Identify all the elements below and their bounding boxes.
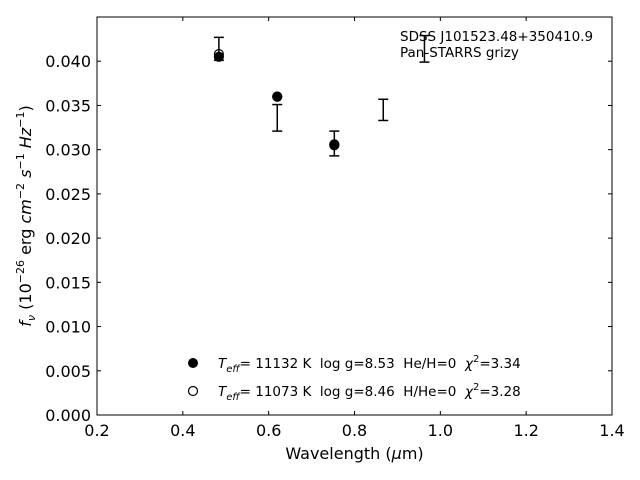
- x-tick-label: 1.2: [513, 421, 538, 440]
- point-h-he-model: [329, 139, 340, 150]
- point-he-h-model: [213, 51, 224, 62]
- y-tick-label: 0.020: [45, 229, 91, 248]
- point-h-he-model: [272, 91, 283, 102]
- model-points: [213, 49, 340, 151]
- y-axis-title: fν (10−26 erg cm−2 s−1 Hz−1): [14, 105, 38, 326]
- legend-marker-filled: [188, 358, 198, 368]
- y-axis-ticks: 0.000 0.005 0.010 0.015 0.020 0.025 0.030 0.035…: [45, 52, 612, 425]
- x-tick-label: 1.4: [599, 421, 624, 440]
- annotation-line2: Pan-STARRS grizy: [400, 45, 519, 61]
- legend-marker-open: [187, 385, 199, 397]
- legend: Teff= 11132 K log g=8.53 He/H=0 χ2=3.34 …: [187, 354, 521, 403]
- x-tick-label: 0.8: [342, 421, 367, 440]
- x-tick-label: 1.0: [428, 421, 453, 440]
- y-tick-label: 0.030: [45, 141, 91, 160]
- y-tick-label: 0.025: [45, 185, 91, 204]
- legend-entry-1: Teff= 11132 K log g=8.53 He/H=0 χ2=3.34: [218, 354, 521, 375]
- x-tick-label: 0.2: [84, 421, 109, 440]
- x-tick-label: 0.6: [256, 421, 281, 440]
- y-tick-label: 0.035: [45, 96, 91, 115]
- observed-error-bars: [213, 34, 430, 157]
- y-tick-label: 0.000: [45, 406, 91, 425]
- point-h-he-model: [213, 49, 224, 60]
- y-tick-label: 0.005: [45, 362, 91, 381]
- annotation-line1: SDSS J101523.48+350410.9: [400, 29, 593, 45]
- x-axis-ticks: 0.2 0.4 0.6 0.8 1.0 1.2 1.4: [84, 17, 625, 440]
- y-tick-label: 0.010: [45, 318, 91, 337]
- y-tick-label: 0.040: [45, 52, 91, 71]
- legend-entry-2: Teff= 11073 K log g=8.46 H/He=0 χ2=3.28: [218, 382, 521, 403]
- x-axis-title: Wavelength (μm): [285, 444, 423, 463]
- x-tick-label: 0.4: [170, 421, 195, 440]
- y-tick-label: 0.015: [45, 273, 91, 292]
